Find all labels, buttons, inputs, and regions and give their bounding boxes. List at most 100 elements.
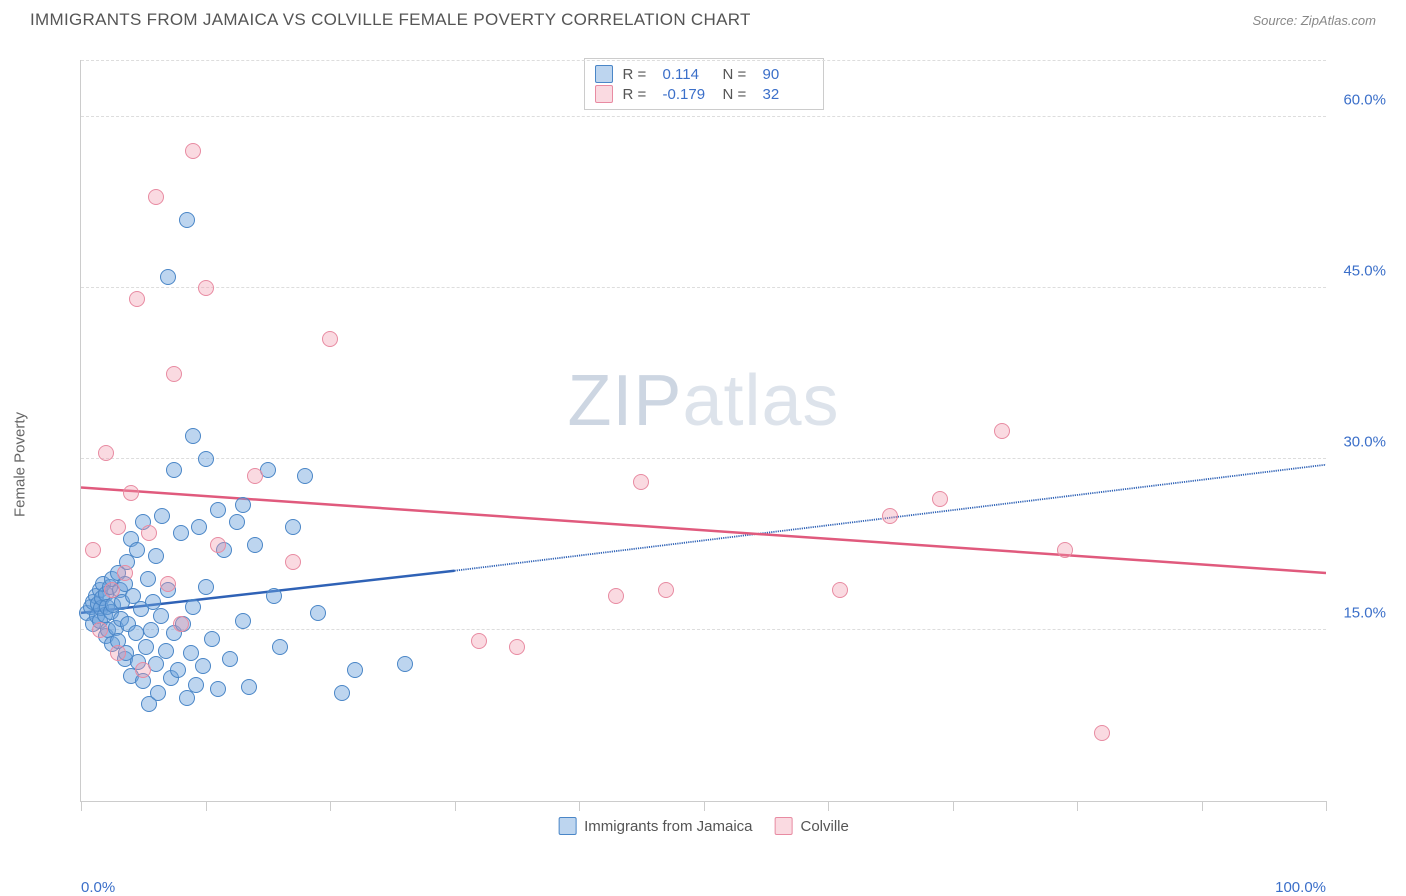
x-tick-label: 100.0% (1275, 879, 1326, 896)
data-point (92, 622, 108, 638)
trend-lines (81, 60, 1326, 801)
legend-series: Immigrants from Jamaica Colville (558, 817, 849, 835)
legend-item-1: Colville (775, 817, 849, 835)
data-point (185, 143, 201, 159)
data-point (334, 685, 350, 701)
x-tick (81, 801, 82, 811)
data-point (235, 497, 251, 513)
data-point (104, 582, 120, 598)
x-tick (1202, 801, 1203, 811)
gridline-h (81, 116, 1326, 117)
data-point (158, 643, 174, 659)
data-point (117, 565, 133, 581)
data-point (153, 608, 169, 624)
data-point (235, 613, 251, 629)
gridline-h (81, 629, 1326, 630)
data-point (160, 269, 176, 285)
data-point (154, 508, 170, 524)
legend-swatch-1 (595, 85, 613, 103)
data-point (471, 633, 487, 649)
data-point (123, 485, 139, 501)
data-point (129, 542, 145, 558)
data-point (247, 537, 263, 553)
data-point (173, 616, 189, 632)
data-point (322, 331, 338, 347)
data-point (195, 658, 211, 674)
data-point (285, 554, 301, 570)
data-point (832, 582, 848, 598)
y-axis-label: Female Poverty (12, 412, 29, 517)
data-point (241, 679, 257, 695)
data-point (173, 525, 189, 541)
data-point (397, 656, 413, 672)
data-point (266, 588, 282, 604)
x-tick (455, 801, 456, 811)
x-tick (206, 801, 207, 811)
y-tick-label: 60.0% (1331, 92, 1386, 109)
data-point (310, 605, 326, 621)
gridline-h (81, 287, 1326, 288)
data-point (110, 519, 126, 535)
legend-stats: R = 0.114 N = 90 R = -0.179 N = 32 (584, 58, 824, 110)
data-point (166, 366, 182, 382)
gridline-h (81, 60, 1326, 61)
data-point (198, 280, 214, 296)
data-point (140, 571, 156, 587)
data-point (210, 681, 226, 697)
plot-area: ZIPatlas R = 0.114 N = 90 R = -0.179 N =… (80, 60, 1326, 802)
data-point (272, 639, 288, 655)
y-tick-label: 30.0% (1331, 434, 1386, 451)
x-tick (704, 801, 705, 811)
data-point (882, 508, 898, 524)
y-tick-label: 45.0% (1331, 263, 1386, 280)
x-tick (953, 801, 954, 811)
data-point (188, 677, 204, 693)
chart-title: IMMIGRANTS FROM JAMAICA VS COLVILLE FEMA… (30, 10, 751, 30)
data-point (198, 451, 214, 467)
data-point (229, 514, 245, 530)
data-point (185, 599, 201, 615)
legend-stats-row-1: R = -0.179 N = 32 (595, 85, 813, 103)
data-point (204, 631, 220, 647)
data-point (85, 542, 101, 558)
x-tick (828, 801, 829, 811)
x-tick (579, 801, 580, 811)
data-point (247, 468, 263, 484)
data-point (185, 428, 201, 444)
data-point (98, 445, 114, 461)
data-point (170, 662, 186, 678)
data-point (138, 639, 154, 655)
data-point (347, 662, 363, 678)
data-point (198, 579, 214, 595)
legend-swatch-0b (558, 817, 576, 835)
data-point (179, 690, 195, 706)
data-point (179, 212, 195, 228)
chart-source: Source: ZipAtlas.com (1252, 13, 1376, 28)
data-point (148, 189, 164, 205)
data-point (160, 576, 176, 592)
data-point (143, 622, 159, 638)
data-point (210, 537, 226, 553)
legend-swatch-0 (595, 65, 613, 83)
x-tick-label: 0.0% (81, 879, 115, 896)
gridline-h (81, 458, 1326, 459)
data-point (222, 651, 238, 667)
data-point (658, 582, 674, 598)
data-point (110, 645, 126, 661)
legend-swatch-1b (775, 817, 793, 835)
data-point (141, 525, 157, 541)
chart-container: Female Poverty ZIPatlas R = 0.114 N = 90… (30, 50, 1376, 862)
watermark: ZIPatlas (567, 360, 839, 442)
data-point (285, 519, 301, 535)
x-tick (330, 801, 331, 811)
data-point (150, 685, 166, 701)
data-point (148, 548, 164, 564)
legend-item-0: Immigrants from Jamaica (558, 817, 752, 835)
data-point (608, 588, 624, 604)
data-point (932, 491, 948, 507)
data-point (191, 519, 207, 535)
data-point (129, 291, 145, 307)
data-point (633, 474, 649, 490)
data-point (210, 502, 226, 518)
data-point (1057, 542, 1073, 558)
